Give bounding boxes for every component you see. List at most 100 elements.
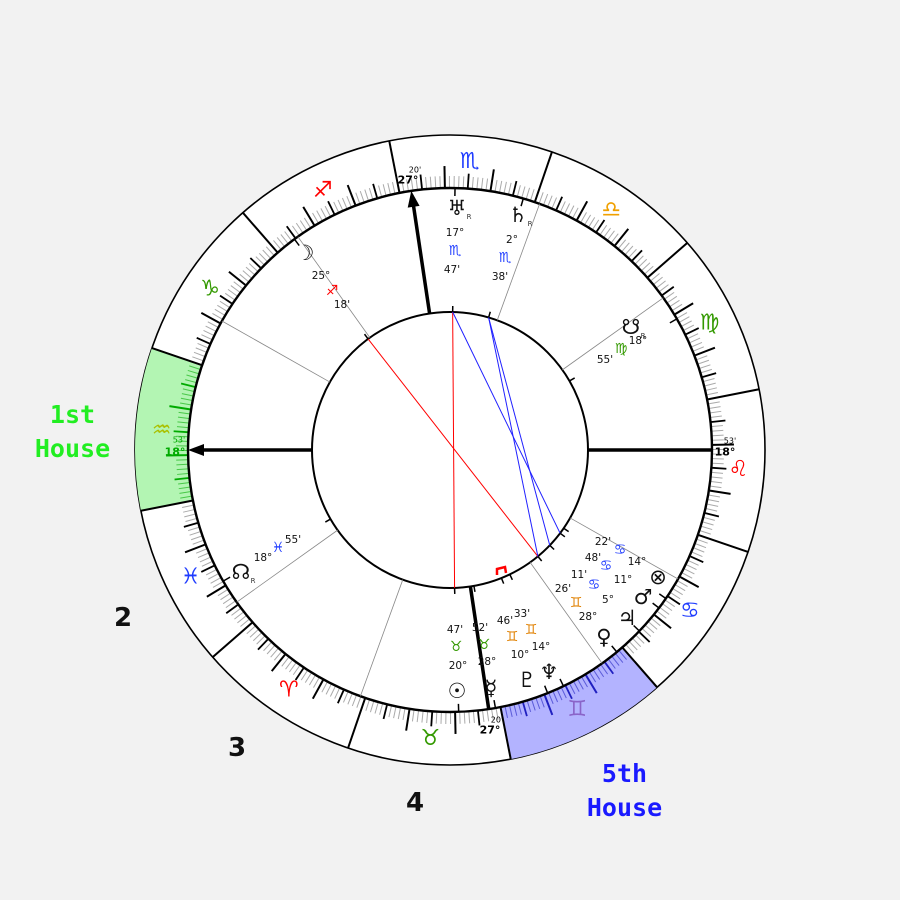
- degree-tick: [689, 337, 701, 343]
- degree-tick: [661, 286, 675, 296]
- degree-tick: [391, 181, 396, 193]
- degree-tick: [184, 513, 196, 518]
- planet-sign-icon: ♓︎: [272, 540, 285, 556]
- degree-tick: [672, 303, 683, 311]
- degree-tick: [600, 224, 608, 235]
- degree-tick: [365, 700, 370, 711]
- degree-tick: [585, 674, 598, 694]
- degree-tick: [704, 517, 715, 521]
- degree-tick: [329, 686, 336, 697]
- degree-tick: [584, 214, 592, 225]
- planet-sign-icon: ♏︎: [499, 250, 512, 266]
- degree-tick: [184, 543, 206, 554]
- degree-tick: [564, 203, 571, 214]
- degree-tick: [592, 219, 600, 230]
- degree-tick: [245, 266, 255, 275]
- planet-minutes: 22': [595, 536, 611, 548]
- degree-tick: [300, 670, 308, 681]
- degree-tick: [486, 710, 490, 722]
- descendant-minutes: 53': [724, 437, 736, 446]
- degree-tick: [711, 476, 723, 479]
- planet-degree: 28°: [579, 611, 598, 623]
- jupiter-icon: ♃: [618, 606, 637, 630]
- degree-tick: [266, 645, 275, 655]
- degree-tick: [482, 710, 485, 722]
- planet-sign-icon: ♋︎: [588, 577, 601, 593]
- sign-boundary: [697, 533, 749, 553]
- ascendant-degree: 18°: [165, 446, 186, 459]
- degree-tick: [494, 179, 498, 191]
- degree-tick: [466, 173, 470, 188]
- degree-tick: [521, 186, 526, 198]
- planet-aspect-tick: [537, 555, 543, 562]
- degree-tick: [706, 387, 717, 391]
- degree-tick: [212, 313, 223, 320]
- house-cusp-10: [410, 198, 432, 314]
- degree-tick: [660, 607, 670, 615]
- degree-tick: [657, 611, 667, 619]
- imum-coeli-minutes: 20': [491, 716, 503, 725]
- degree-tick: [618, 239, 627, 249]
- degree-tick: [224, 292, 235, 300]
- degree-tick: [684, 568, 695, 575]
- degree-tick: [691, 341, 703, 348]
- degree-tick: [192, 539, 204, 545]
- degree-tick: [176, 435, 188, 438]
- degree-tick: [294, 667, 305, 681]
- degree-tick: [169, 405, 191, 411]
- house-1-label-line1: 1st: [49, 400, 96, 429]
- degree-tick: [638, 258, 648, 268]
- mercury-icon: ☿: [485, 676, 498, 700]
- degree-tick: [588, 217, 596, 227]
- degree-tick: [351, 695, 357, 707]
- degree-tick: [703, 378, 715, 382]
- degree-tick: [629, 641, 638, 651]
- degree-tick: [187, 526, 199, 532]
- degree-tick: [710, 410, 722, 414]
- planet-aspect-tick: [549, 544, 555, 551]
- part-of-fortune-icon: ⊗: [649, 565, 667, 589]
- degree-tick: [195, 347, 207, 353]
- planet-sign-icon: ♊︎: [570, 595, 583, 611]
- degree-tick: [180, 495, 192, 499]
- sign-boundary: [388, 140, 401, 194]
- degree-tick: [665, 600, 676, 608]
- degree-tick: [273, 240, 281, 250]
- degree-tick: [434, 176, 437, 188]
- aspect-line-trine: [488, 317, 539, 557]
- degree-tick: [522, 702, 528, 717]
- degree-tick: [173, 430, 188, 434]
- moon-icon: ☽: [296, 241, 315, 265]
- planet-degree: 10°: [511, 649, 530, 661]
- capricorn-icon: ♑︎: [200, 276, 220, 301]
- degree-tick: [230, 285, 240, 293]
- degree-tick: [489, 169, 495, 191]
- house-cusp-11: [297, 236, 371, 338]
- degree-tick: [561, 687, 567, 699]
- degree-tick: [702, 372, 717, 378]
- degree-tick: [518, 703, 522, 715]
- planet-position-tick: [520, 198, 525, 207]
- aries-icon: ♈︎: [279, 677, 299, 702]
- degree-tick: [595, 219, 606, 233]
- degree-tick: [711, 425, 723, 428]
- house-cusp-2: [236, 529, 338, 603]
- planet-degree: 20°: [449, 660, 468, 672]
- planet-minutes: 47': [444, 264, 460, 276]
- degree-tick: [690, 555, 704, 563]
- degree-tick: [369, 701, 375, 713]
- descendant-degree: 18°: [715, 446, 736, 459]
- degree-tick: [200, 564, 215, 573]
- degree-tick: [337, 199, 343, 211]
- saturn-icon: ♄: [509, 203, 528, 227]
- sign-boundary: [347, 697, 367, 749]
- degree-tick: [681, 320, 692, 327]
- pluto-icon: ♇: [518, 668, 537, 692]
- degree-tick: [429, 176, 432, 188]
- planet-sign-icon: ♊︎: [525, 622, 538, 638]
- planet-minutes: 38': [492, 271, 508, 283]
- degree-tick: [182, 388, 194, 392]
- degree-tick: [203, 329, 214, 336]
- retrograde-marker: R: [467, 213, 472, 221]
- degree-tick: [667, 295, 678, 303]
